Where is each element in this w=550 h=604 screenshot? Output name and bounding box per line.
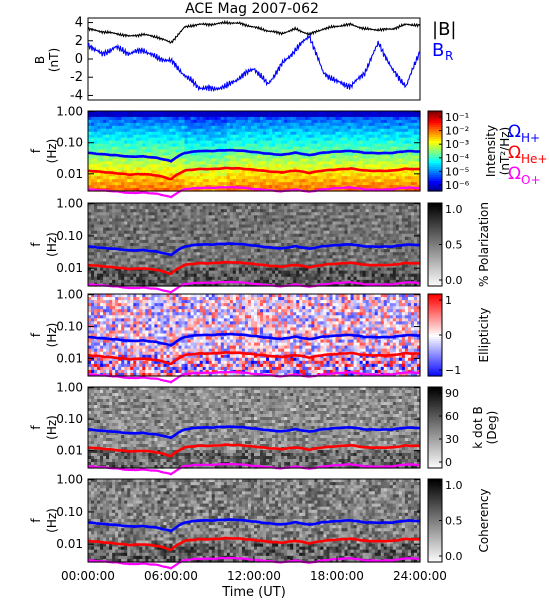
mag-ylabel: B: [33, 56, 47, 64]
intensity-colorbar-label: Intensity: [484, 125, 498, 177]
intensity-colorbar-tick-label: 10⁻²: [445, 125, 469, 138]
legend-b-r: B: [432, 40, 444, 61]
intensity-ylabel: f: [29, 148, 43, 153]
polarization-spectrogram: [88, 203, 421, 292]
mag-yunit: (nT): [47, 48, 61, 72]
intensity-spectrogram: [88, 111, 421, 197]
legend-b-total: |B|: [432, 19, 456, 40]
legend-b-r-sub: R: [445, 49, 453, 63]
intensity-colorbar-tick-label: 10⁻³: [445, 138, 469, 151]
intensity-colorbar-tick-label: 10⁻¹: [445, 111, 469, 124]
intensity-ytick-label: 0.10: [56, 136, 83, 150]
mag-ytick-label: 4: [75, 16, 83, 31]
intensity-ytick-label: 0.01: [56, 167, 83, 181]
mag-ytick-label: -2: [70, 70, 83, 85]
mag-ytick-label: -4: [70, 88, 83, 103]
intensity-colorbar: 10⁻¹10⁻²10⁻³10⁻⁴10⁻⁵10⁻⁶Intensity(nT²/Hz…: [428, 111, 512, 192]
intensity-colorbar-tick-label: 10⁻⁵: [445, 165, 469, 178]
mag-ytick-label: 2: [75, 34, 83, 49]
intensity-yunit: (Hz): [45, 139, 59, 164]
intensity-ytick-label: 1.00: [56, 105, 83, 119]
mag-ytick-label: 0: [75, 52, 83, 67]
chart-title: ACE Mag 2007-062: [185, 1, 319, 17]
intensity-colorbar-tick-label: 10⁻⁶: [445, 179, 470, 192]
intensity-colorbar-tick-label: 10⁻⁴: [445, 152, 470, 165]
